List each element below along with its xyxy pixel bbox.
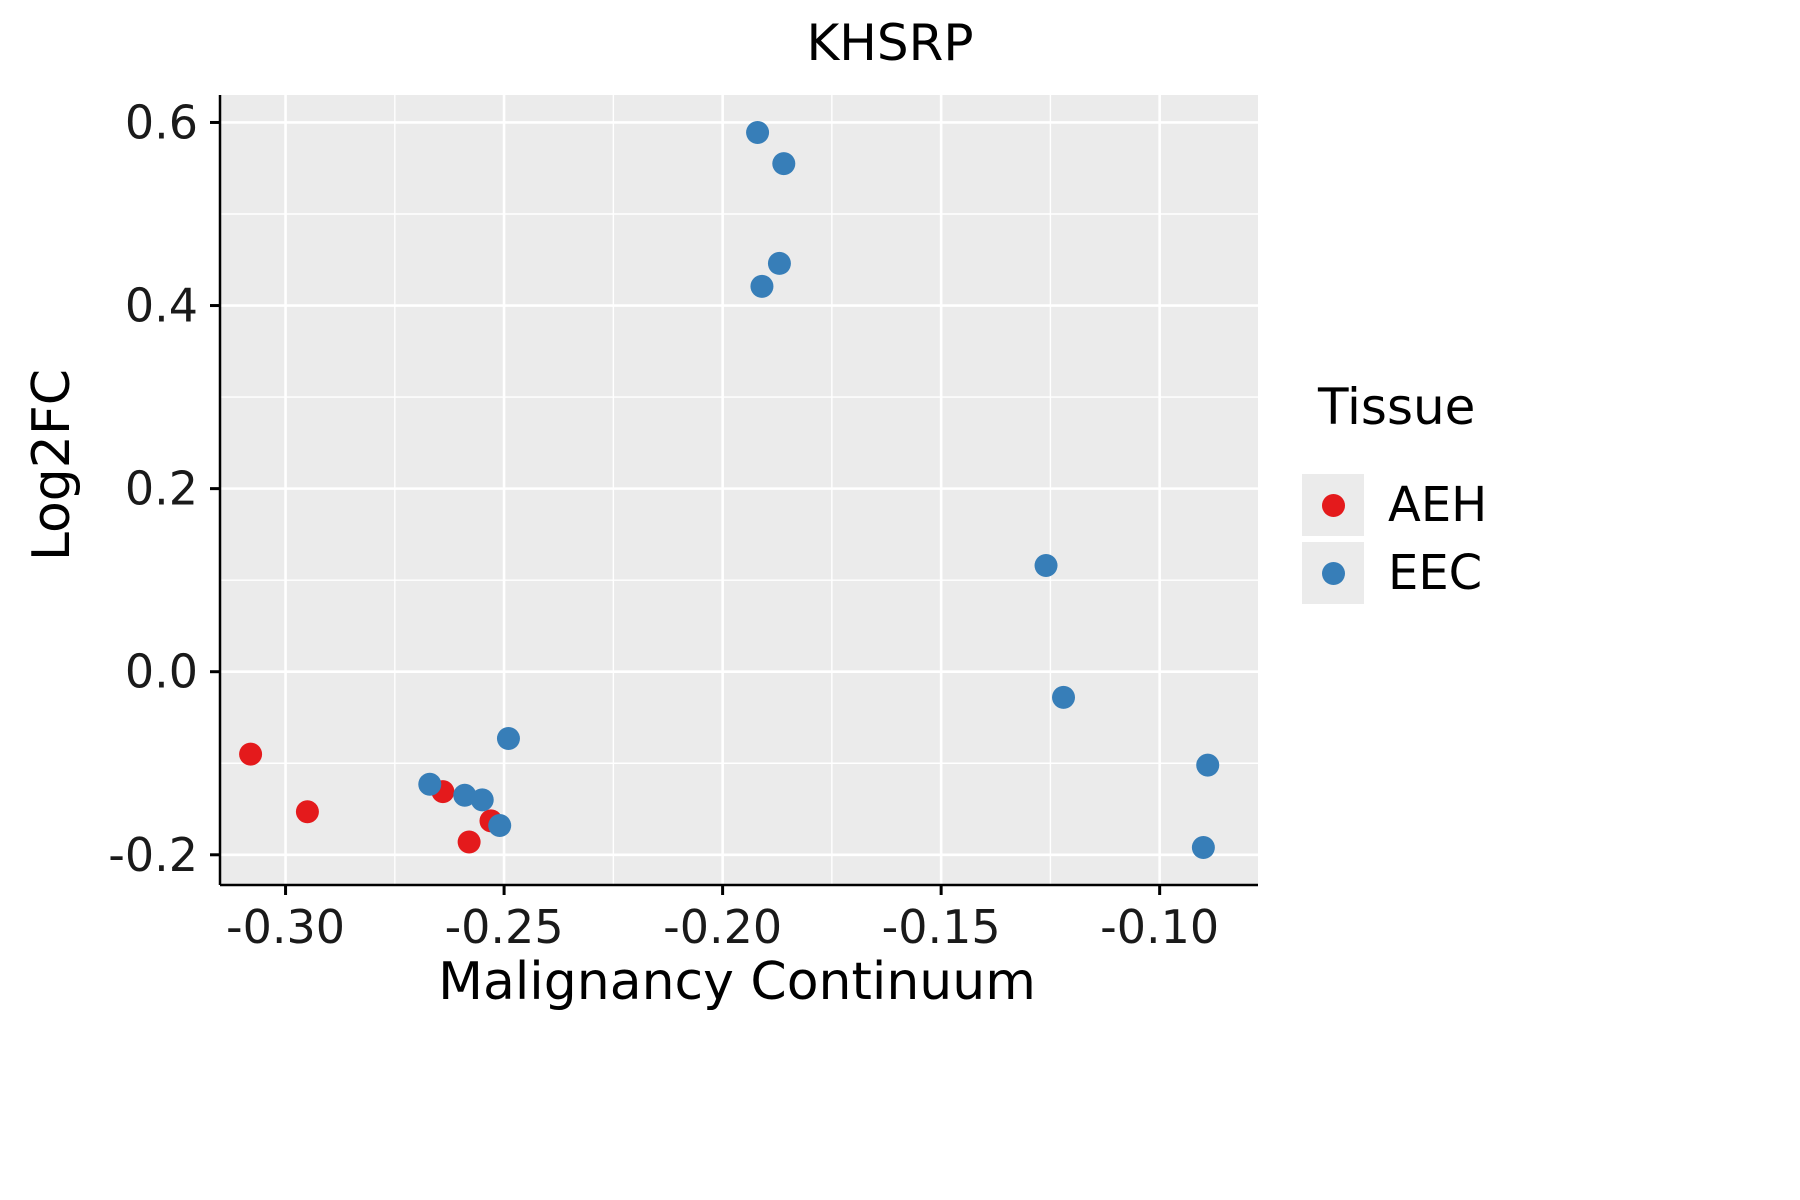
legend-label-aeh: AEH — [1388, 477, 1488, 533]
y-axis-title: Log2FC — [22, 368, 82, 562]
x-tick-label: -0.15 — [882, 900, 1001, 954]
data-point-eec — [470, 788, 494, 812]
x-tick-label: -0.20 — [663, 900, 782, 954]
data-point-eec — [1191, 835, 1215, 859]
eec-dot-icon — [1321, 561, 1345, 585]
legend-item-aeh: AEH — [1302, 474, 1487, 536]
y-tick-label: 0.0 — [125, 645, 198, 699]
data-point-eec — [496, 727, 520, 751]
x-tick-label: -0.25 — [445, 900, 564, 954]
data-point-eec — [418, 772, 442, 796]
legend-key-eec — [1302, 542, 1364, 604]
legend: Tissue AEH EEC — [1302, 378, 1487, 610]
data-point-aeh — [295, 800, 319, 824]
data-point-aeh — [239, 742, 263, 766]
y-tick-label: 0.6 — [125, 95, 198, 149]
x-tick-label: -0.10 — [1100, 900, 1219, 954]
data-point-eec — [746, 121, 770, 145]
panel-background — [220, 95, 1258, 885]
data-point-eec — [772, 152, 796, 176]
data-point-eec — [453, 783, 477, 807]
data-point-eec — [1196, 753, 1220, 777]
chart-title: KHSRP — [806, 14, 974, 72]
x-tick-label: -0.30 — [226, 900, 345, 954]
legend-item-eec: EEC — [1302, 542, 1487, 604]
data-point-eec — [750, 274, 774, 298]
data-point-eec — [1034, 554, 1058, 578]
legend-label-eec: EEC — [1388, 545, 1483, 601]
data-point-eec — [1052, 685, 1076, 709]
y-tick-label: 0.4 — [125, 279, 198, 333]
data-point-aeh — [457, 830, 481, 854]
legend-title: Tissue — [1318, 378, 1476, 436]
legend-key-aeh — [1302, 474, 1364, 536]
data-point-eec — [488, 813, 512, 837]
data-point-eec — [767, 251, 791, 275]
aeh-dot-icon — [1321, 493, 1345, 517]
x-axis-title: Malignancy Continuum — [438, 952, 1036, 1012]
y-tick-label: -0.2 — [108, 828, 198, 882]
y-tick-label: 0.2 — [125, 462, 198, 516]
